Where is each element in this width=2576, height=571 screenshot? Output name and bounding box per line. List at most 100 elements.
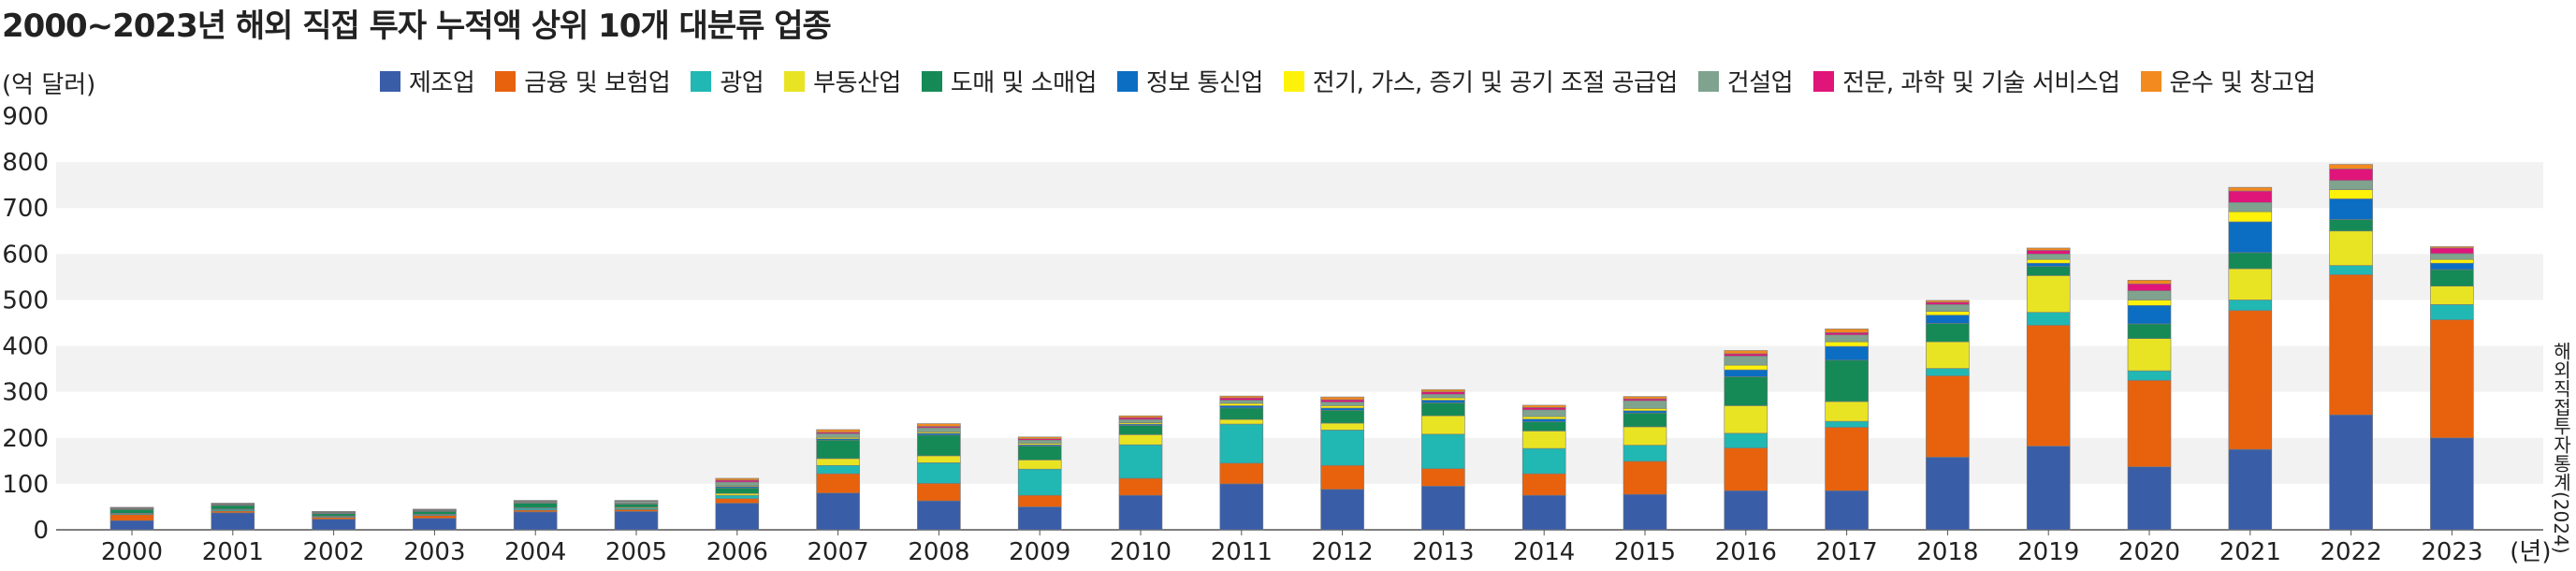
bar-segment <box>1118 415 1163 418</box>
bar-segment <box>917 434 961 457</box>
bar-segment <box>917 500 961 531</box>
legend-label: 도매 및 소매업 <box>950 69 1098 97</box>
bar-segment <box>816 458 860 466</box>
bar-segment <box>2127 466 2172 531</box>
bar-segment <box>1219 395 1264 399</box>
bar-segment <box>816 473 860 494</box>
y-tick-label: 800 <box>2 149 49 177</box>
bar-segment <box>2026 275 2071 314</box>
x-tick-label: 2009 <box>1009 538 1070 566</box>
y-tick-label: 600 <box>2 241 49 269</box>
bar-segment <box>2329 189 2373 199</box>
bar-segment <box>614 504 659 508</box>
x-tick-label: 2016 <box>1715 538 1777 566</box>
bar-segment <box>1017 439 1062 444</box>
x-tick-label: 2013 <box>1412 538 1474 566</box>
x-tick-label: 2022 <box>2321 538 2382 566</box>
bar-segment <box>1926 315 1970 324</box>
bar-segment <box>1724 364 1768 371</box>
bar-segment <box>2026 266 2071 276</box>
legend-label: 전문, 과학 및 기술 서비스업 <box>1842 69 2120 97</box>
bar-segment <box>109 520 154 531</box>
bar-segment <box>2228 186 2273 192</box>
bar-segment <box>1118 494 1163 531</box>
x-tick-label: 2004 <box>504 538 566 566</box>
legend-item: 운수 및 창고업 <box>2140 64 2317 98</box>
bar-segment <box>1421 403 1465 417</box>
x-tick-label: 2011 <box>1211 538 1273 566</box>
bar-segment <box>1320 407 1364 411</box>
bar-segment <box>2127 305 2172 325</box>
bar-segment <box>1926 300 1970 303</box>
bar-segment <box>715 477 760 481</box>
y-tick-label: 300 <box>2 379 49 407</box>
bar-segment <box>2430 247 2474 255</box>
bar-segment <box>312 513 356 517</box>
bar-segment <box>2026 325 2071 447</box>
bar-segment <box>2430 286 2474 305</box>
bar-segment <box>312 519 356 531</box>
bar-segment <box>2329 265 2373 275</box>
legend-label: 정보 통신업 <box>1145 69 1263 97</box>
bar-segment <box>816 429 860 433</box>
bar-segment <box>2127 280 2172 285</box>
legend-label: 부동산업 <box>813 69 901 97</box>
bar-segment <box>1320 405 1364 409</box>
bar-segment <box>816 439 860 460</box>
legend-swatch <box>1813 70 1835 92</box>
legend-label: 건설업 <box>1726 69 1794 97</box>
bar-segment <box>917 423 961 427</box>
x-tick-label: 2018 <box>1916 538 1978 566</box>
x-tick-label: 2001 <box>202 538 264 566</box>
bar-segment <box>1926 301 1970 305</box>
legend-item: 전문, 과학 및 기술 서비스업 <box>1813 64 2120 98</box>
bar-segment <box>2228 202 2273 212</box>
bar-segment <box>1521 447 1566 475</box>
bar-segment <box>917 455 961 463</box>
legend-item: 부동산업 <box>784 64 901 98</box>
bar-segment <box>1320 402 1364 406</box>
bar-segment <box>211 512 255 531</box>
bar-segment <box>1724 350 1768 355</box>
bar-segment <box>1521 409 1566 417</box>
bar-segment <box>1017 506 1062 531</box>
bar-segment <box>1623 445 1667 462</box>
x-tick-label: 2023 <box>2421 538 2482 566</box>
legend-item: 도매 및 소매업 <box>921 64 1098 98</box>
bar-segment <box>1219 462 1264 485</box>
bar-segment <box>2127 290 2172 300</box>
bar-segment <box>1521 407 1566 411</box>
bar-segment <box>1724 376 1768 406</box>
bar-segment <box>715 488 760 494</box>
bar-segment <box>1320 464 1364 490</box>
bar-segment <box>1118 434 1163 446</box>
bar-segment <box>1825 359 1869 403</box>
bar-segment <box>2430 246 2474 249</box>
bar-segment <box>1219 405 1264 409</box>
x-tick-label: 2021 <box>2219 538 2281 566</box>
bar-segment <box>1825 332 1869 336</box>
bar-segment <box>1118 418 1163 423</box>
bar-segment <box>1825 329 1869 333</box>
x-tick-label: 2019 <box>2017 538 2079 566</box>
legend-label: 금융 및 보험업 <box>524 69 671 97</box>
bar-segment <box>614 511 659 531</box>
legend-label: 전기, 가스, 증기 및 공기 조절 공급업 <box>1312 69 1679 97</box>
bar-segment <box>2430 319 2474 439</box>
x-axis-unit-label: (년) <box>2510 538 2551 566</box>
bar-segment <box>2026 247 2071 251</box>
bar-segment <box>1825 420 1869 428</box>
bar-segment <box>2228 252 2273 270</box>
bar-segment <box>1320 410 1364 424</box>
x-tick-label: 2000 <box>101 538 163 566</box>
legend-label: 운수 및 창고업 <box>2169 69 2317 97</box>
bar-segment <box>2127 370 2172 381</box>
legend-item: 금융 및 보험업 <box>495 64 671 98</box>
bar-segment <box>2329 230 2373 266</box>
bar-segment <box>1320 399 1364 403</box>
bar-segment <box>1825 401 1869 422</box>
bar-segment <box>1421 486 1465 531</box>
legend-swatch <box>380 70 400 92</box>
bar-segment <box>1623 400 1667 409</box>
bar-segment <box>1521 494 1566 531</box>
